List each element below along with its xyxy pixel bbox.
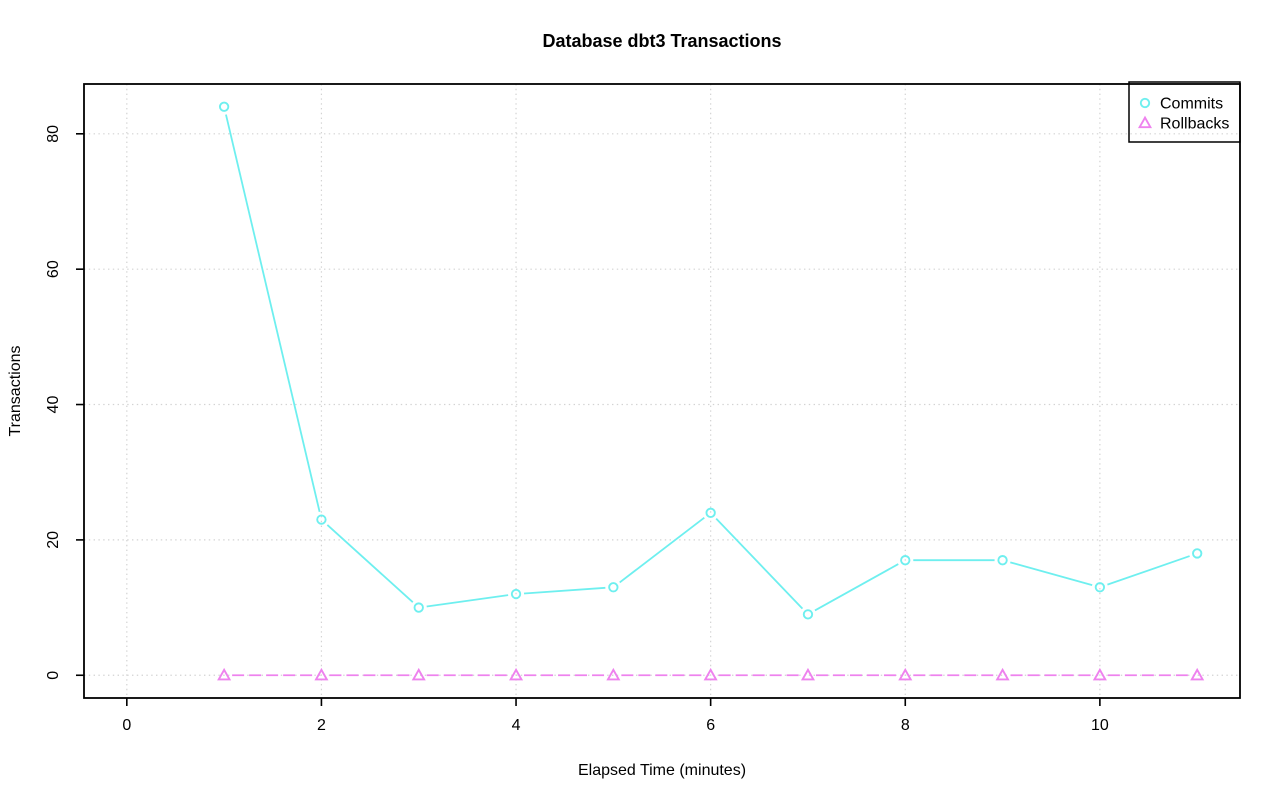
rollbacks-point-1	[217, 667, 232, 681]
commits-point-11	[1192, 548, 1203, 559]
rollbacks-point-9	[995, 667, 1010, 681]
x-tick-label-2: 2	[317, 717, 326, 734]
y-tick-label-60: 60	[45, 260, 62, 278]
y-tick-label-80: 80	[45, 125, 62, 143]
legend-marker-commits	[1139, 97, 1151, 109]
chart-title: Database dbt3 Transactions	[542, 31, 782, 51]
commits-point-8	[900, 555, 911, 566]
legend-label-rollbacks: Rollbacks	[1160, 116, 1229, 133]
commits-line-segment-9	[1010, 561, 1093, 586]
rollbacks-point-7	[800, 667, 815, 681]
commits-line-segment-4	[523, 586, 606, 595]
rollbacks-point-8	[898, 667, 913, 681]
rollbacks-point-5	[606, 667, 621, 681]
commits-line-segment-3	[426, 594, 509, 608]
rollbacks-point-6	[703, 667, 718, 681]
x-tick-label-10: 10	[1091, 717, 1109, 734]
commits-point-6	[705, 507, 716, 518]
commits-point-3	[413, 602, 424, 613]
commits-line-segment-5	[619, 516, 705, 584]
x-tick-label-4: 4	[512, 717, 521, 734]
commits-point-2	[316, 514, 327, 525]
commits-line-segment-6	[715, 517, 804, 610]
rollbacks-point-3	[411, 667, 426, 681]
legend-box	[1128, 81, 1241, 143]
commits-line-segment-7	[814, 563, 899, 612]
y-tick-label-0: 0	[45, 671, 62, 680]
commits-line-segment-10	[1107, 555, 1190, 586]
legend-label-commits: Commits	[1160, 96, 1223, 113]
rollbacks-point-11	[1190, 667, 1205, 681]
commits-line-segment-1	[225, 114, 321, 513]
rollbacks-point-4	[509, 667, 524, 681]
commits-point-9	[997, 555, 1008, 566]
commits-point-4	[510, 588, 522, 600]
rollbacks-point-2	[314, 667, 329, 681]
commits-point-10	[1094, 582, 1106, 593]
legend-marker-rollbacks	[1137, 115, 1153, 129]
commits-point-5	[608, 582, 619, 593]
plot-border	[83, 83, 1241, 699]
x-tick-label-6: 6	[706, 717, 715, 734]
y-tick-label-40: 40	[45, 396, 62, 414]
rollbacks-point-10	[1092, 667, 1107, 681]
commits-point-1	[218, 101, 230, 112]
commits-point-7	[802, 609, 814, 620]
x-tick-label-8: 8	[901, 717, 910, 734]
x-axis-title: Elapsed Time (minutes)	[577, 762, 747, 779]
x-tick-label-0: 0	[122, 717, 131, 734]
y-tick-label-20: 20	[45, 531, 62, 549]
commits-line-segment-2	[326, 524, 414, 603]
